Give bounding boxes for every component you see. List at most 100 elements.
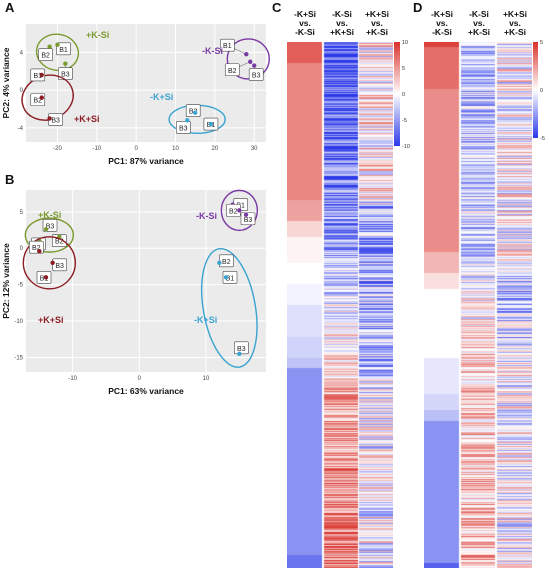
scale-bar [533,42,538,138]
point-label: B3 [61,72,70,79]
group-ellipse [200,247,258,368]
y-tick-label: 0 [20,88,24,94]
point-label: B1 [40,275,49,282]
point-label: B2 [222,259,231,266]
panel-label-c: C [272,0,282,15]
data-point [47,44,52,49]
x-tick-label: 30 [251,146,258,152]
point-label: B3 [46,223,55,230]
y-tick-label: -4 [18,126,24,132]
data-point [237,208,242,213]
x-tick-label: 10 [172,146,179,152]
data-point [185,118,190,123]
y-tick-label: -5 [18,283,24,289]
point-label: B3 [55,263,64,270]
x-axis-title: PC1: 87% variance [108,156,184,166]
point-label: B2 [229,208,238,215]
scale-bar [394,42,400,146]
y-tick-label: 0 [20,246,24,252]
scale-tick-label: -5 [402,118,407,124]
data-point [223,275,229,280]
point-label: B2 [55,239,64,246]
data-point [248,59,253,64]
data-point [39,72,44,78]
heatmap-d-col-header-3: +K+Si vs. +K-Si [502,9,528,37]
point-label: B1 [33,73,42,80]
point-label: B3 [237,346,246,353]
data-point [63,61,68,66]
data-point [208,121,214,127]
data-point [43,227,49,232]
scale-tick-label: -10 [402,144,410,150]
point-label: B3 [51,117,60,124]
point-label: B2 [32,245,41,252]
group-label: +K-Si [86,30,109,40]
point-label-box [56,42,71,56]
scale-tick-label: 0 [402,92,405,98]
y-axis-title: PC2: 12% variance [1,243,11,319]
scale-tick-label: 5 [402,66,405,72]
data-point [50,260,55,265]
group-label: -K+Si [194,315,217,325]
x-tick-label: 20 [212,146,219,152]
heatmap-c-col-header-3: +K+Si vs. +K-Si [364,9,390,37]
y-tick-label: -15 [14,355,23,361]
heatmap-c-col-header-2: -K-Si vs. +K+Si [329,9,355,37]
heatmap-c-col-header-1: -K+Si vs. -K-Si [294,9,316,37]
point-label: B3 [244,217,253,224]
data-point [237,351,242,356]
group-label: -K-Si [202,46,223,56]
heatmap-d [424,42,532,568]
x-tick-label: 0 [134,146,138,152]
data-point [37,248,42,254]
panel-label-d: D [413,0,423,15]
point-label-box [30,68,46,82]
point-label: B3 [179,125,188,132]
panel-label-a: A [5,0,15,15]
data-point [43,275,49,280]
data-point [217,260,222,265]
heatmap-d-color-scale: 5 0 -5 [533,40,545,142]
scale-tick-label: 0 [540,88,543,94]
point-label: B1 [226,275,235,282]
panel-label-b: B [5,172,15,187]
group-ellipse [226,38,270,80]
y-tick-label: 4 [20,50,24,56]
point-label: B2 [33,98,42,105]
group-label: +K-Si [38,210,61,220]
point-label-box [38,48,53,61]
group-ellipse [35,33,80,72]
x-axis-title: PC1: 63% variance [108,386,184,396]
point-label: B1 [236,203,245,210]
data-point [192,110,198,115]
y-tick-label: 5 [20,210,24,216]
data-point [39,95,44,100]
heatmap-c [287,42,393,568]
y-axis-title: PC2: 4% variance [1,47,11,118]
group-ellipse [24,217,75,253]
point-label-box [224,63,240,77]
data-point [243,212,249,217]
point-label: B3 [252,73,261,80]
x-tick-label: 0 [138,376,142,382]
data-point [55,42,60,47]
scale-tick-label: 5 [540,40,543,46]
x-tick-label: -10 [92,146,101,152]
data-point [244,52,249,57]
group-ellipse [22,236,77,290]
x-tick-label: 10 [203,376,210,382]
group-label: -K-Si [196,211,217,221]
point-label-box [176,120,191,134]
x-tick-label: -10 [68,376,77,382]
group-ellipse [220,189,259,232]
point-label: B1 [223,43,232,50]
group-label: +K+Si [74,114,100,124]
group-label: +K+Si [38,315,64,325]
heatmap-c-color-scale: 10 5 0 -5 -10 [394,40,410,150]
point-label-box [220,38,235,52]
point-label: B2 [41,53,50,60]
group-label: -K+Si [150,92,173,102]
point-label: B2 [228,68,237,75]
point-label-box [222,271,238,284]
